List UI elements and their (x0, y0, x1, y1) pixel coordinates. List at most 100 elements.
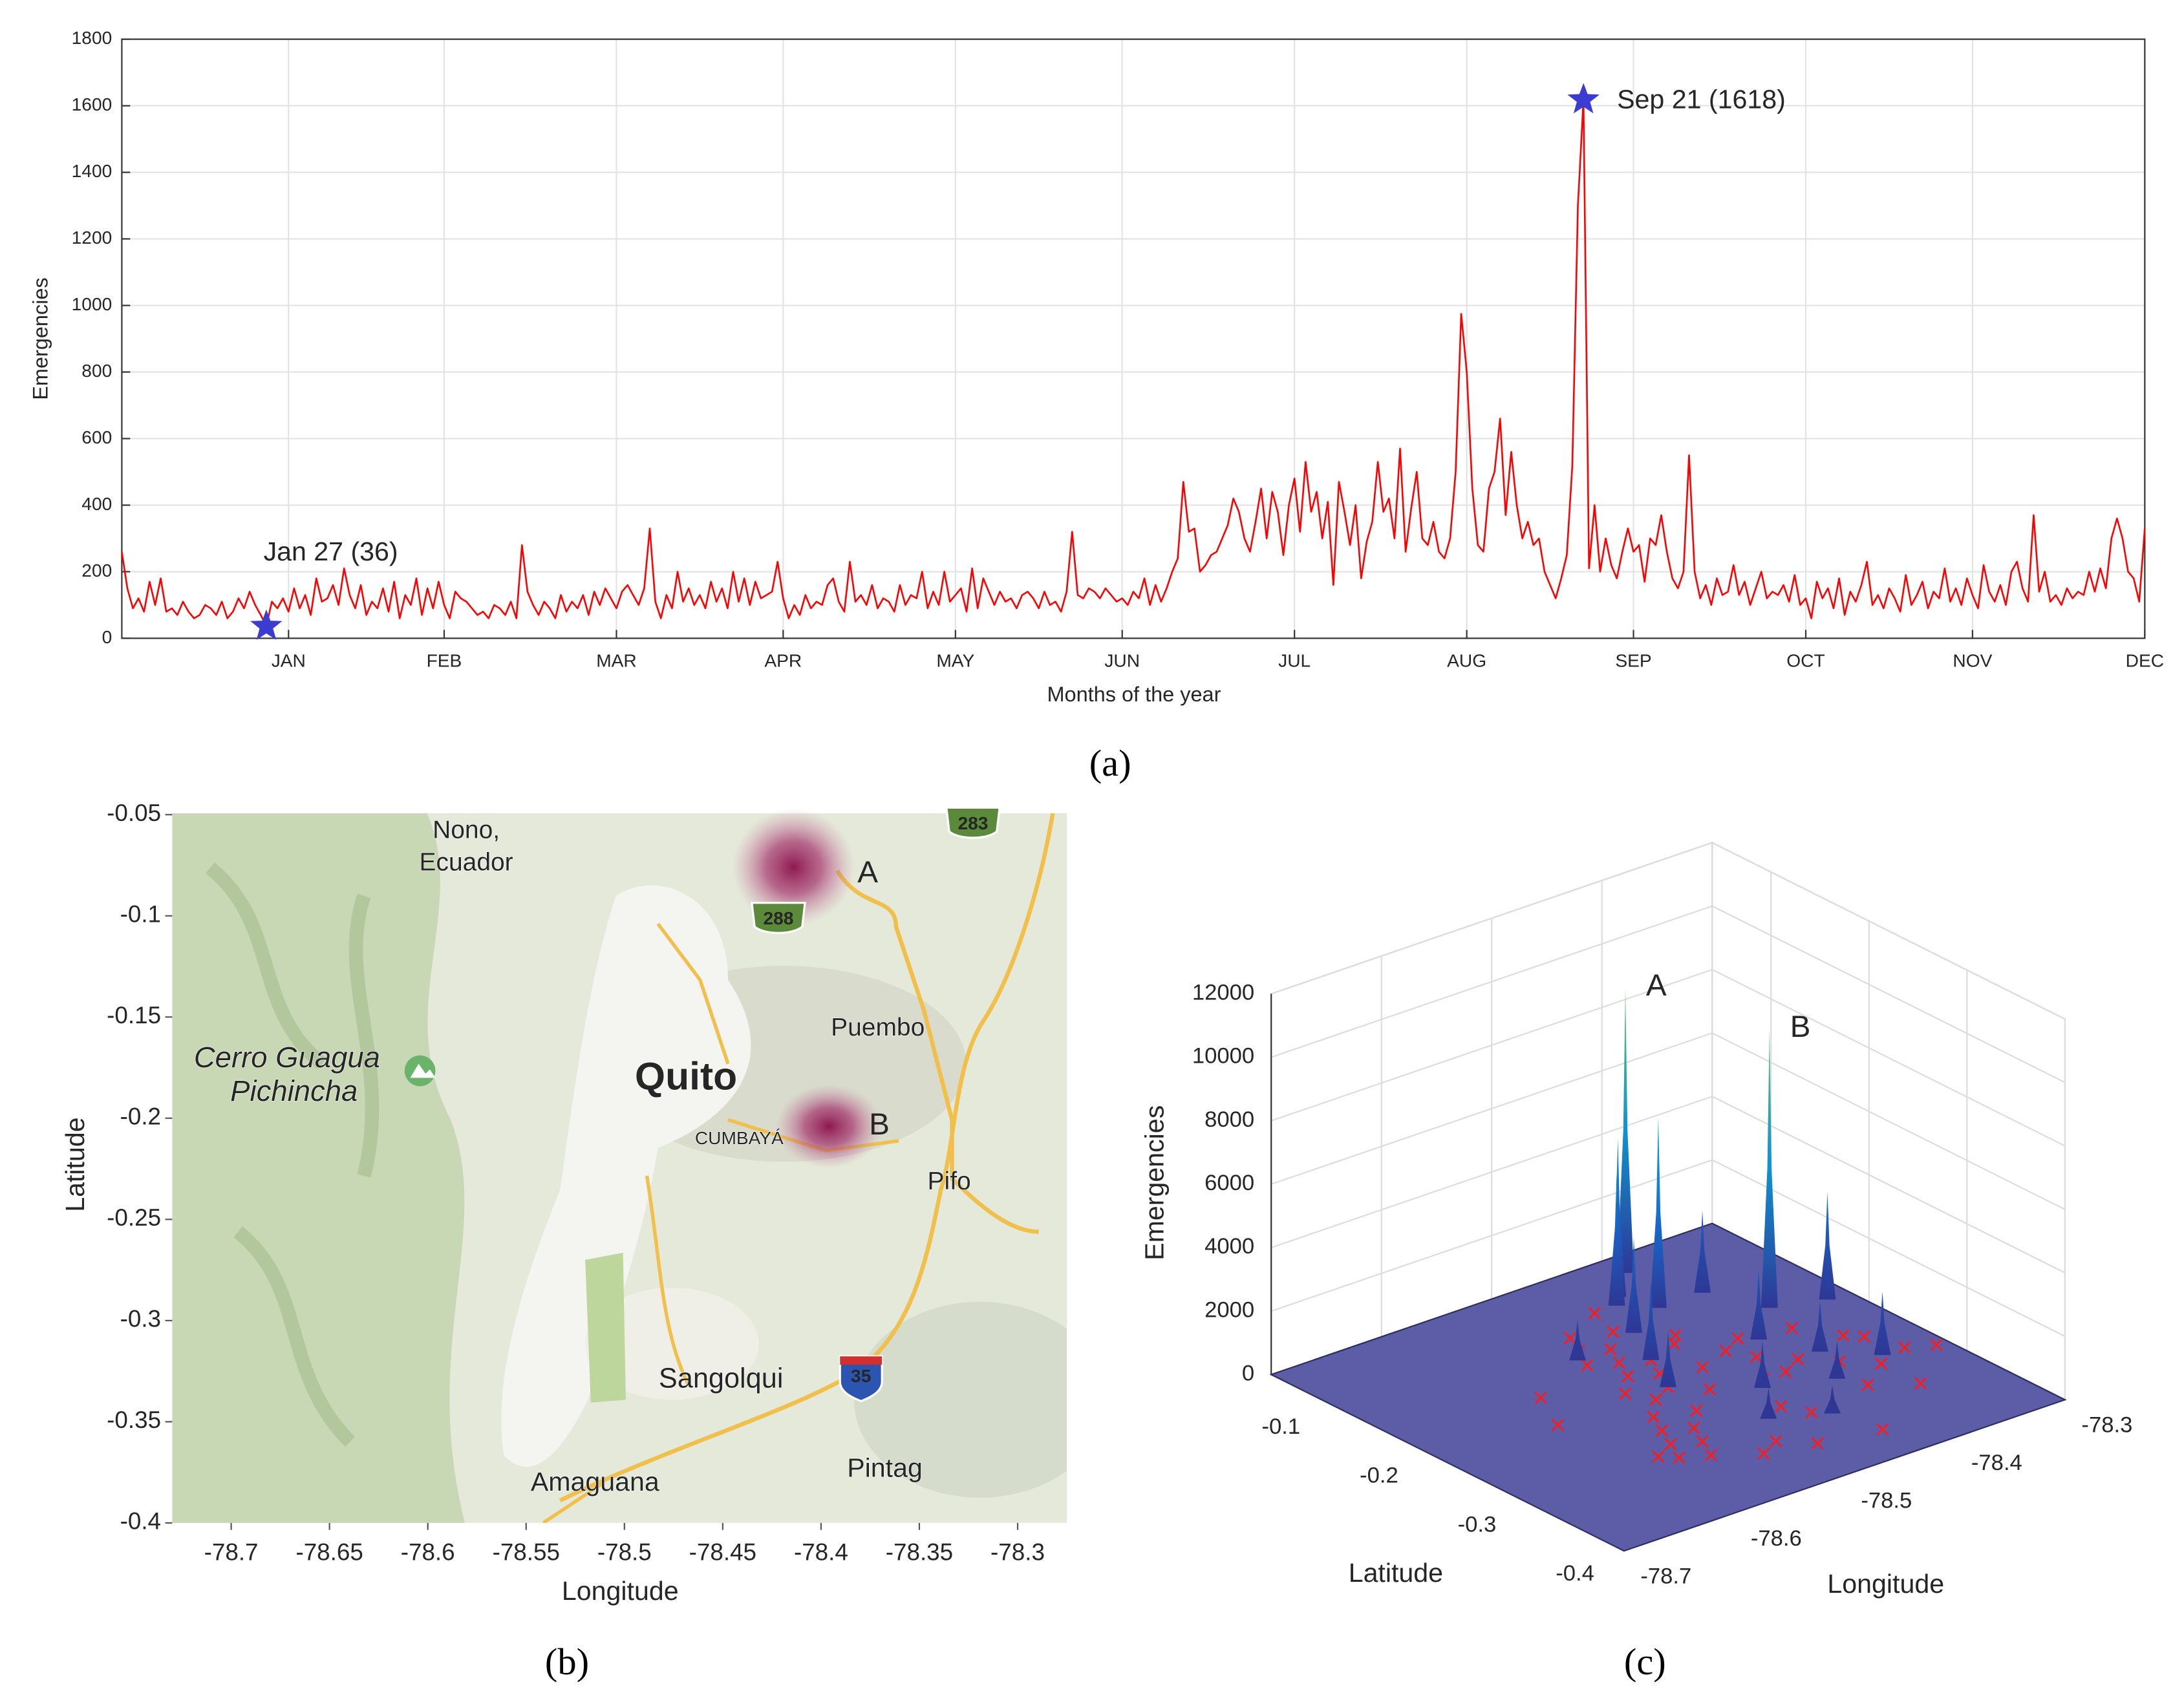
z-axis-label: Emergencies (1139, 1105, 1169, 1261)
road-shield-band (840, 1356, 883, 1365)
scatter-cross (1669, 1328, 1682, 1341)
y-tick-label: -0.2 (1360, 1464, 1398, 1488)
scatter-cross (1652, 1450, 1665, 1463)
plot-area (122, 39, 2145, 639)
surface-peak (1828, 1340, 1846, 1379)
hill-shade (853, 1301, 1067, 1498)
cross-stroke (1876, 1423, 1889, 1436)
x-tick-label: MAR (596, 651, 636, 671)
x-tick-label: OCT (1786, 651, 1825, 671)
y-tick-label: 1000 (72, 294, 112, 314)
cross-stroke (1621, 1370, 1634, 1383)
road-shield-label: 288 (763, 908, 793, 928)
cross-stroke (1673, 1451, 1686, 1464)
cross-stroke (1612, 1356, 1625, 1369)
cross-stroke (1857, 1330, 1870, 1343)
scatter-cross (1647, 1411, 1660, 1423)
cross-stroke (1875, 1357, 1888, 1370)
cross-stroke (1667, 1337, 1681, 1350)
scatter-cross (1930, 1338, 1943, 1351)
scatter-cross (1805, 1406, 1818, 1419)
y-tick-label: -0.05 (107, 800, 161, 826)
scatter-cross (1687, 1421, 1700, 1434)
x-tick-label: -78.5 (597, 1539, 652, 1565)
place-label: CUMBAYÁ (695, 1128, 784, 1148)
scatter-cross (1792, 1352, 1804, 1366)
y-tick-label: -0.25 (107, 1204, 161, 1231)
cross-stroke (1588, 1306, 1601, 1320)
y-tick-label: 800 (81, 361, 112, 381)
scatter-cross (1619, 1387, 1632, 1400)
scatter-cross (1861, 1378, 1874, 1391)
scatter-cross (1696, 1361, 1709, 1374)
cross-stroke (1792, 1352, 1804, 1366)
surface-peak (1760, 1387, 1777, 1419)
x-tick-label: APR (764, 651, 802, 671)
cross-stroke (1607, 1325, 1620, 1338)
z-tick-label: 2000 (1204, 1297, 1254, 1322)
cross-stroke (1837, 1329, 1850, 1342)
road-shield (839, 1355, 883, 1403)
cross-stroke (1653, 1367, 1666, 1380)
cross-stroke (1898, 1341, 1911, 1354)
caption: (c) (1624, 1641, 1666, 1683)
cross-stroke (1696, 1435, 1709, 1448)
cross-stroke (1731, 1332, 1744, 1345)
scatter-cross (1774, 1400, 1788, 1413)
surface-peak (1617, 987, 1634, 1273)
place-label: Quito (635, 1054, 737, 1098)
place-label: Nono, (433, 816, 500, 844)
x-tick-label: -78.6 (1751, 1526, 1802, 1551)
heat-spot (732, 808, 855, 926)
annotation-star (1567, 83, 1600, 114)
scatter-cross (1551, 1418, 1565, 1431)
cross-stroke (1664, 1438, 1677, 1451)
place-label: Pifo (928, 1167, 971, 1195)
road-shield (945, 806, 1001, 839)
cross-stroke (1604, 1343, 1617, 1356)
x-axis-label: Longitude (1827, 1569, 1944, 1599)
cross-stroke (1619, 1387, 1632, 1400)
x-tick-label: JAN (272, 651, 306, 671)
cross-stroke (1861, 1378, 1874, 1391)
cross-stroke (1719, 1345, 1732, 1358)
data-line (121, 99, 2146, 628)
y-axis-label: Latitude (60, 1117, 90, 1211)
surface-peak (1750, 1270, 1768, 1340)
z-tick-label: 0 (1242, 1361, 1254, 1386)
cross-stroke (1805, 1406, 1818, 1419)
scatter-cross (1898, 1341, 1911, 1354)
z-tick-label: 10000 (1192, 1044, 1254, 1069)
place-label: Pintag (847, 1453, 923, 1483)
cross-stroke (1811, 1437, 1824, 1450)
y-axis-label: Emergencies (29, 277, 52, 400)
road-shield-label: 283 (958, 813, 988, 833)
cross-stroke (1785, 1322, 1799, 1335)
cross-stroke (1647, 1411, 1660, 1423)
cross-stroke (1774, 1400, 1788, 1413)
place-label: Pichincha (230, 1074, 358, 1107)
cross-stroke (1930, 1338, 1943, 1351)
y-tick-label: -0.3 (1458, 1512, 1497, 1537)
scatter-cross (1664, 1438, 1677, 1451)
surface-peak (1819, 1191, 1836, 1300)
scatter-cross (1914, 1377, 1927, 1390)
y-tick-label: -0.2 (120, 1103, 161, 1130)
road-shield-label: 35 (851, 1366, 871, 1386)
scatter-cross (1779, 1365, 1792, 1378)
place-label: Amaguana (531, 1467, 659, 1496)
x-tick-label: -78.4 (794, 1539, 848, 1565)
x-tick-label: -78.7 (204, 1539, 259, 1565)
scatter-cross (1621, 1370, 1634, 1383)
cross-stroke (1779, 1365, 1792, 1378)
x-tick-label: -78.6 (401, 1539, 455, 1565)
scatter-cross (1581, 1359, 1594, 1372)
place-label: Cerro Guagua (194, 1041, 380, 1074)
cross-stroke (1770, 1434, 1783, 1447)
x-tick-label: JUL (1278, 651, 1311, 671)
x-tick-label: -78.3 (990, 1539, 1045, 1565)
scatter-cross (1655, 1424, 1669, 1437)
